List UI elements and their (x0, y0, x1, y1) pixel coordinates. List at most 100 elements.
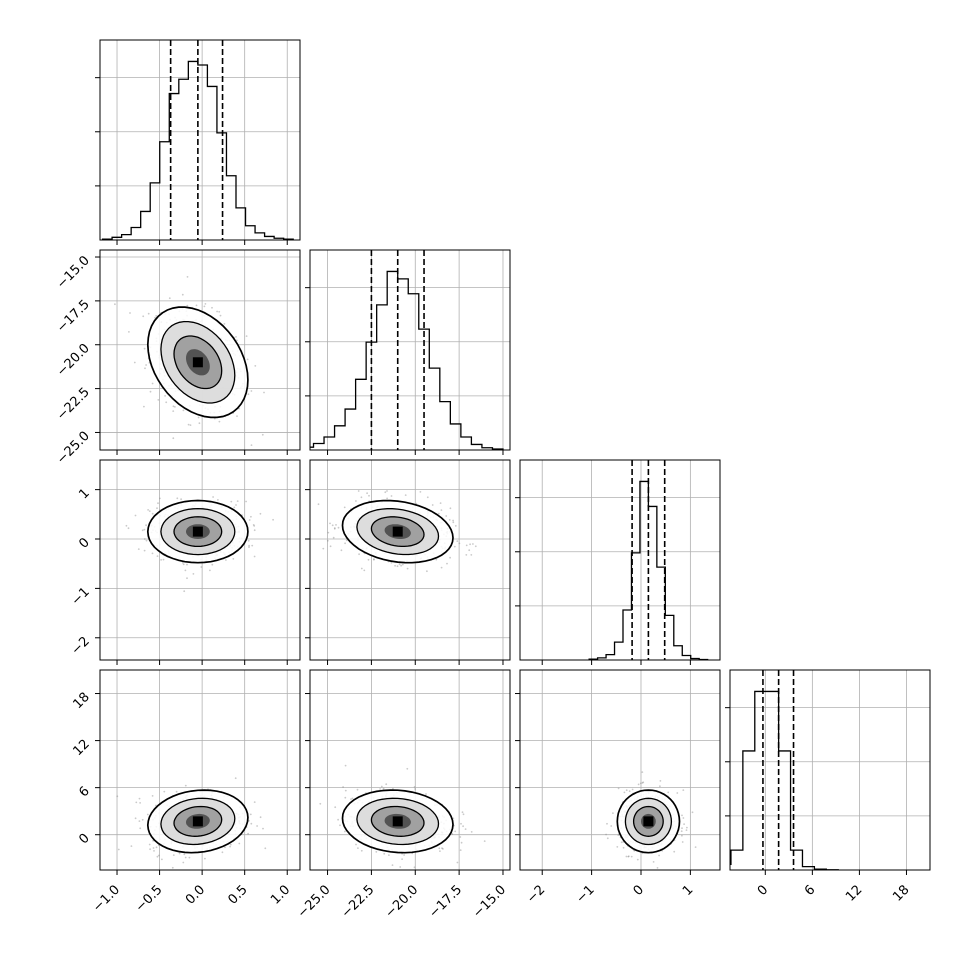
sample-point (317, 503, 320, 506)
sample-point (468, 549, 471, 552)
sample-point (147, 312, 150, 315)
sample-point (127, 331, 130, 333)
sample-point (250, 515, 252, 518)
sample-point (188, 856, 191, 859)
sample-point (157, 854, 160, 857)
sample-point (142, 315, 145, 318)
panel-frame (729, 669, 931, 871)
sample-point (440, 566, 443, 569)
panel-background (100, 40, 300, 240)
sample-point (138, 797, 141, 800)
sample-point (137, 548, 140, 550)
sample-point (642, 781, 645, 784)
sample-point (232, 558, 235, 560)
sample-point (360, 496, 363, 499)
sample-point (219, 314, 222, 317)
sample-point (406, 767, 409, 770)
sample-point (358, 553, 360, 556)
sample-point (382, 787, 385, 790)
sample-point (386, 490, 388, 492)
sample-point (462, 825, 464, 828)
sample-point (329, 545, 332, 548)
sample-point (403, 854, 405, 856)
x-tick-label: −22.5 (339, 882, 378, 921)
sample-point (264, 847, 267, 850)
sample-point (413, 866, 416, 869)
panel-frame (309, 249, 511, 451)
sample-point (385, 783, 388, 786)
sample-point (329, 522, 331, 525)
sample-point (153, 850, 155, 852)
sample-point (472, 543, 474, 545)
sample-point (211, 306, 213, 309)
contour-2 (632, 805, 664, 837)
sample-point (256, 825, 258, 827)
sample-point (452, 519, 454, 522)
sample-point (453, 545, 456, 548)
sample-point (379, 788, 381, 790)
sample-point (157, 399, 160, 401)
sample-point (198, 422, 201, 425)
sample-point (172, 410, 175, 412)
sample-point (470, 831, 473, 833)
panel-2-0: −2 −1 0 1 (69, 459, 301, 665)
sample-point (454, 830, 457, 833)
sample-point (384, 491, 387, 494)
sample-point (149, 390, 152, 393)
sample-point (233, 506, 236, 509)
sample-point (396, 565, 399, 568)
panel-frame (99, 249, 301, 451)
sample-point (189, 424, 192, 426)
sample-point (681, 834, 683, 837)
sample-point (419, 491, 422, 493)
sample-point (681, 814, 683, 817)
sample-point (401, 858, 403, 860)
sample-point (253, 525, 256, 527)
sample-point (192, 573, 195, 575)
sample-point (184, 856, 187, 859)
sample-point (250, 444, 253, 446)
sample-point (168, 297, 171, 300)
sample-point (163, 790, 166, 793)
contour-0 (341, 789, 454, 854)
sample-point (461, 811, 464, 814)
sample-point (452, 521, 455, 524)
contour-0 (341, 499, 454, 564)
sample-point (327, 531, 330, 534)
sample-point (392, 787, 394, 790)
sample-point (156, 555, 159, 557)
sample-point (183, 853, 186, 856)
contour-0 (616, 789, 681, 854)
sample-point (388, 854, 390, 856)
sample-point (474, 545, 477, 548)
sample-point (337, 526, 340, 529)
sample-point (401, 563, 404, 566)
sample-point (145, 539, 148, 542)
sample-point (184, 569, 187, 572)
sample-point (211, 563, 214, 566)
sample-point (134, 514, 137, 517)
sample-point (368, 494, 370, 497)
sample-point (446, 562, 448, 565)
sample-point (229, 843, 232, 846)
sample-point (414, 788, 416, 790)
sample-point (248, 546, 250, 548)
contour-1 (160, 507, 236, 556)
sample-point (459, 849, 462, 851)
sample-point (606, 837, 609, 840)
sample-point (184, 784, 187, 787)
y-tick-label: −22.5 (54, 385, 93, 424)
contour-1 (160, 797, 236, 846)
sample-point (344, 764, 347, 767)
sample-point (440, 509, 443, 511)
sample-point (156, 855, 159, 858)
sample-point (234, 777, 237, 780)
sample-point (186, 563, 188, 566)
sample-point (355, 500, 357, 502)
x-tick-label: −25.0 (295, 882, 334, 921)
sample-point (238, 842, 241, 845)
sample-point (130, 845, 133, 847)
sample-point (357, 847, 359, 849)
sample-point (218, 420, 221, 423)
sample-point (114, 303, 116, 306)
